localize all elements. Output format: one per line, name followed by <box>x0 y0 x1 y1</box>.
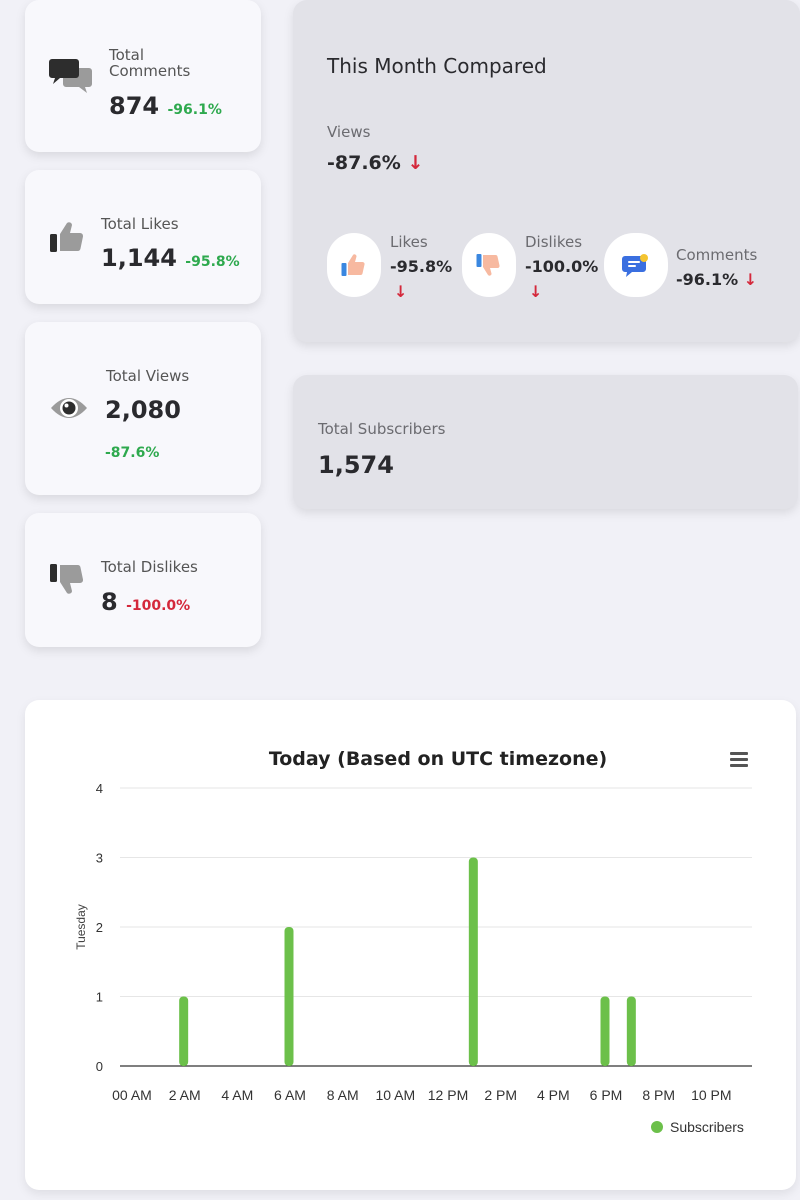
likes-compare-change: -95.8% <box>390 257 453 276</box>
total-dislikes-card: Total Dislikes 8 -100.0% <box>25 513 261 647</box>
legend-marker <box>651 1121 663 1133</box>
total-views-card: Total Views 2,080 -87.6% <box>25 322 261 495</box>
y-tick-label: 1 <box>96 990 103 1005</box>
dislikes-compare-badge <box>462 233 516 297</box>
x-tick-label: 8 PM <box>642 1087 675 1103</box>
bar <box>179 996 189 1066</box>
subscribers-panel: Total Subscribers 1,574 <box>293 375 798 509</box>
total-dislikes-value: 8 -100.0% <box>101 588 190 616</box>
thumbs-up-icon <box>341 254 365 276</box>
thumbs-down-icon <box>50 564 84 594</box>
total-comments-number: 874 <box>109 92 160 120</box>
total-views-label: Total Views <box>106 367 190 385</box>
total-dislikes-label: Total Dislikes <box>101 558 198 576</box>
x-tick-label: 10 PM <box>691 1087 731 1103</box>
total-likes-label: Total Likes <box>101 215 179 233</box>
total-views-number: 2,080 <box>105 396 181 424</box>
thumbs-down-icon <box>476 254 500 276</box>
month-comparison-panel: This Month Compared Views -87.6% ↓ Likes… <box>293 0 800 342</box>
chat-icon <box>622 254 648 277</box>
total-comments-label: Total Comments <box>109 46 191 80</box>
comments-compare-badge <box>604 233 668 297</box>
x-tick-label: 2 PM <box>484 1087 517 1103</box>
total-dislikes-change: -100.0% <box>126 598 191 614</box>
y-tick-label: 4 <box>96 781 103 796</box>
bar <box>600 996 610 1066</box>
subscribers-label: Total Subscribers <box>318 420 446 438</box>
x-tick-label: 00 AM <box>112 1087 152 1103</box>
x-tick-label: 4 PM <box>537 1087 570 1103</box>
comments-compare-label: Comments <box>676 246 758 264</box>
views-compare-value: -87.6% ↓ <box>327 152 423 174</box>
likes-compare-label: Likes <box>390 233 428 251</box>
y-tick-label: 3 <box>96 851 103 866</box>
y-axis-label: Tuesday <box>74 904 88 950</box>
x-tick-label: 8 AM <box>327 1087 359 1103</box>
total-comments-change: -96.1% <box>167 102 222 118</box>
total-comments-value: 874 -96.1% <box>109 92 222 120</box>
bar <box>626 996 636 1066</box>
x-tick-label: 10 AM <box>375 1087 415 1103</box>
x-tick-label: 2 AM <box>169 1087 201 1103</box>
arrow-down-icon: ↓ <box>529 282 543 301</box>
total-views-change: -87.6% <box>105 445 160 461</box>
comments-compare-value: -96.1% ↓ <box>676 270 757 289</box>
likes-compare-badge <box>327 233 381 297</box>
comparison-title: This Month Compared <box>327 54 547 78</box>
chart-title: Today (Based on UTC timezone) <box>268 748 608 770</box>
total-dislikes-number: 8 <box>101 588 118 616</box>
x-tick-label: 6 PM <box>590 1087 623 1103</box>
thumbs-up-icon <box>50 222 84 252</box>
dislikes-compare-change: -100.0% <box>525 257 599 276</box>
total-likes-card: Total Likes 1,144 -95.8% <box>25 170 261 304</box>
eye-icon <box>51 398 87 418</box>
views-compare-change: -87.6% <box>327 152 401 174</box>
x-tick-label: 6 AM <box>274 1087 306 1103</box>
arrow-down-icon: ↓ <box>743 270 758 289</box>
x-tick-label: 4 AM <box>221 1087 253 1103</box>
y-tick-label: 2 <box>96 920 103 935</box>
x-tick-label: 12 PM <box>428 1087 468 1103</box>
arrow-down-icon: ↓ <box>394 282 408 301</box>
bar <box>284 927 294 1066</box>
views-compare-label: Views <box>327 123 371 141</box>
subscribers-chart-card: Today (Based on UTC timezone) 0 1 2 3 4 Tuesd… <box>25 700 796 1190</box>
comments-icon <box>49 59 92 93</box>
total-comments-card: Total Comments 874 -96.1% <box>25 0 261 152</box>
total-likes-value: 1,144 -95.8% <box>101 244 240 272</box>
bar <box>468 857 478 1066</box>
y-tick-label: 0 <box>96 1059 103 1074</box>
total-likes-change: -95.8% <box>185 254 240 270</box>
arrow-down-icon: ↓ <box>407 152 424 174</box>
dislikes-compare-label: Dislikes <box>525 233 583 251</box>
menu-icon[interactable] <box>730 752 748 767</box>
bar-chart: 0 1 2 3 4 Tuesday 00 AM 2 AM 4 AM 6 AM 8 AM 10 AM 12… <box>74 781 752 1135</box>
total-likes-number: 1,144 <box>101 244 177 272</box>
comments-compare-change: -96.1% <box>676 270 739 289</box>
legend-label: Subscribers <box>670 1119 744 1135</box>
subscribers-value: 1,574 <box>318 451 394 479</box>
